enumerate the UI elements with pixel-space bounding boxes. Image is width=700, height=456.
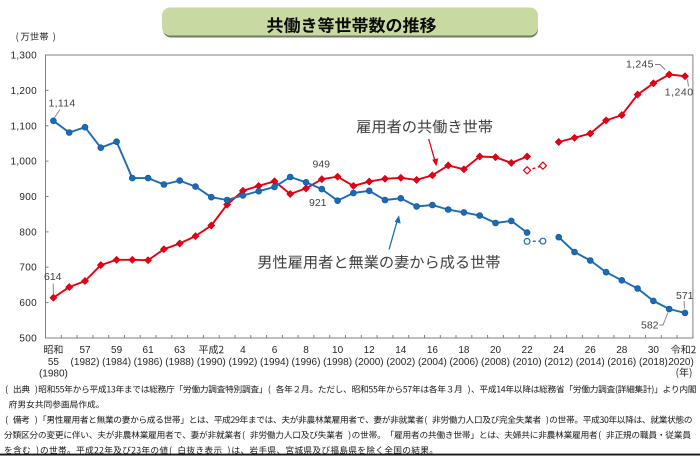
svg-text:1,100: 1,100	[10, 121, 37, 132]
svg-text:1,114: 1,114	[49, 98, 76, 110]
svg-text:921: 921	[309, 197, 327, 209]
svg-text:(2000): (2000)	[355, 357, 384, 368]
svg-text:1,300: 1,300	[10, 51, 37, 62]
svg-text:1,240: 1,240	[665, 87, 694, 99]
svg-text:4: 4	[240, 345, 246, 356]
svg-text:(1984): (1984)	[102, 357, 131, 368]
svg-text:1,000: 1,000	[10, 157, 37, 168]
svg-text:26: 26	[585, 345, 597, 356]
svg-text:(1992): (1992)	[228, 357, 257, 368]
svg-text:22: 22	[522, 345, 534, 356]
svg-text:(2004): (2004)	[418, 357, 447, 368]
svg-text:(1986): (1986)	[134, 357, 163, 368]
svg-text:18: 18	[458, 345, 470, 356]
svg-text:1,200: 1,200	[10, 86, 37, 97]
svg-text:582: 582	[641, 320, 659, 332]
svg-text:(1988): (1988)	[165, 357, 194, 368]
svg-text:2020): 2020)	[668, 357, 694, 368]
svg-text:571: 571	[676, 290, 694, 302]
svg-text:59: 59	[111, 345, 123, 356]
svg-text:14: 14	[395, 345, 407, 356]
svg-text:57: 57	[79, 345, 91, 356]
svg-text:(1998): (1998)	[323, 357, 352, 368]
svg-text:(2010): (2010)	[513, 357, 542, 368]
svg-text:(1980): (1980)	[39, 368, 68, 379]
svg-text:(2008): (2008)	[481, 357, 510, 368]
svg-text:(2002): (2002)	[386, 357, 415, 368]
svg-text:(2016): (2016)	[607, 357, 636, 368]
svg-text:1,245: 1,245	[626, 59, 654, 71]
svg-text:30: 30	[648, 345, 660, 356]
svg-text:(2014): (2014)	[576, 357, 605, 368]
svg-text:20: 20	[490, 345, 502, 356]
svg-text:63: 63	[174, 345, 186, 356]
svg-text:(2018): (2018)	[639, 357, 668, 368]
svg-text:12: 12	[364, 345, 376, 356]
svg-text:16: 16	[427, 345, 439, 356]
svg-text:10: 10	[332, 345, 344, 356]
svg-text:(1996): (1996)	[292, 357, 321, 368]
svg-text:24: 24	[553, 345, 565, 356]
svg-text:6: 6	[272, 345, 278, 356]
svg-text:(1994): (1994)	[260, 357, 289, 368]
svg-text:614: 614	[44, 271, 62, 283]
svg-text:600: 600	[19, 298, 37, 309]
svg-text:28: 28	[616, 345, 628, 356]
svg-text:900: 900	[19, 192, 37, 203]
svg-text:(1982): (1982)	[71, 357, 100, 368]
svg-text:61: 61	[143, 345, 155, 356]
svg-text:800: 800	[19, 227, 37, 238]
svg-text:(2012): (2012)	[544, 357, 573, 368]
svg-text:500: 500	[19, 334, 37, 345]
svg-text:55: 55	[48, 357, 60, 368]
svg-text:8: 8	[303, 345, 309, 356]
svg-text:700: 700	[19, 263, 37, 274]
svg-text:(1990): (1990)	[197, 357, 226, 368]
svg-text:(2006): (2006)	[449, 357, 478, 368]
svg-text:949: 949	[313, 159, 331, 171]
